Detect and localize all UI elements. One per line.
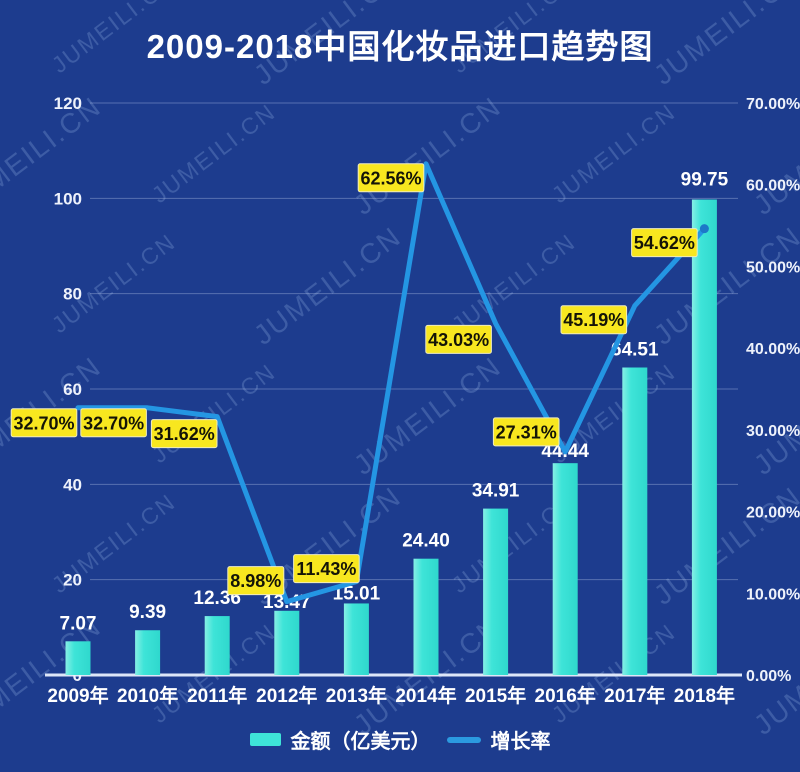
legend: 金额（亿美元） 增长率 bbox=[0, 725, 800, 754]
left-axis-tick-label: 60 bbox=[63, 380, 82, 399]
growth-label-box bbox=[80, 408, 147, 438]
x-axis-category-label: 2010年 bbox=[117, 684, 178, 707]
growth-label-text: 27.31% bbox=[496, 422, 557, 442]
x-axis-category-label: 2012年 bbox=[256, 684, 317, 707]
growth-label-box bbox=[357, 163, 425, 193]
amount-bar-swatch-icon bbox=[249, 733, 281, 746]
bar-value-label: 64.51 bbox=[611, 340, 659, 361]
right-axis-tick-label: 0.00% bbox=[746, 668, 791, 685]
x-axis-category-label: 2011年 bbox=[187, 684, 247, 707]
amount-bar bbox=[204, 616, 230, 675]
trend-endpoint-dot bbox=[699, 224, 709, 234]
amount-bar bbox=[552, 463, 578, 675]
growth-label-box bbox=[150, 419, 218, 449]
growth-label-text: 32.70% bbox=[13, 413, 74, 433]
bar-value-label: 99.75 bbox=[681, 170, 729, 191]
legend-growth-label: 增长率 bbox=[490, 731, 551, 753]
growth-trend-line bbox=[75, 161, 707, 605]
bar-value-label: 9.39 bbox=[129, 602, 166, 623]
growth-label-text: 31.62% bbox=[154, 424, 215, 444]
legend-amount-label: 金额（亿美元） bbox=[290, 731, 431, 753]
bar-value-label: 34.91 bbox=[472, 481, 520, 502]
growth-label-box bbox=[631, 228, 698, 258]
amount-bar bbox=[483, 508, 509, 675]
bar-value-label: 7.07 bbox=[60, 613, 97, 634]
growth-label-text: 54.62% bbox=[634, 233, 695, 253]
left-axis-tick-label: 40 bbox=[63, 475, 82, 494]
growth-label-box bbox=[560, 305, 628, 335]
amount-bar bbox=[135, 630, 161, 675]
amount-bar bbox=[274, 610, 300, 675]
x-axis-category-label: 2009年 bbox=[47, 684, 108, 707]
growth-label-text: 8.98% bbox=[230, 571, 281, 591]
x-axis-category-label: 2015年 bbox=[465, 684, 526, 707]
right-axis-tick-label: 60.00% bbox=[746, 178, 800, 195]
growth-label-text: 45.19% bbox=[563, 310, 624, 330]
amount-bar bbox=[343, 603, 369, 675]
legend-item-amount: 金额（亿美元） bbox=[249, 725, 431, 754]
growth-label-box bbox=[492, 417, 560, 447]
x-axis-category-label: 2013年 bbox=[326, 684, 387, 707]
amount-bar bbox=[413, 558, 439, 675]
left-axis-tick-label: 100 bbox=[54, 189, 82, 208]
chart-title: 2009-2018中国化妆品进口趋势图 bbox=[146, 28, 654, 65]
growth-label-box bbox=[10, 408, 78, 438]
amount-bar bbox=[691, 199, 717, 675]
right-axis-tick-label: 10.00% bbox=[746, 586, 800, 603]
right-axis-tick-label: 40.00% bbox=[746, 341, 800, 358]
growth-label-box bbox=[293, 554, 360, 584]
amount-bar bbox=[65, 641, 91, 675]
left-axis-tick-label: 120 bbox=[54, 94, 82, 113]
right-axis-tick-label: 20.00% bbox=[746, 505, 800, 522]
growth-label-text: 32.70% bbox=[83, 413, 144, 433]
bar-value-label: 15.01 bbox=[333, 583, 381, 604]
right-axis-tick-label: 70.00% bbox=[746, 96, 800, 113]
growth-label-text: 11.43% bbox=[296, 559, 356, 579]
x-axis-category-label: 2017年 bbox=[604, 684, 665, 707]
right-axis-tick-label: 30.00% bbox=[746, 423, 800, 440]
amount-bar bbox=[622, 367, 648, 675]
growth-line-swatch-icon bbox=[446, 736, 481, 743]
x-axis-category-label: 2014年 bbox=[395, 684, 456, 707]
x-axis-category-label: 2018年 bbox=[674, 684, 735, 707]
growth-label-box bbox=[425, 324, 492, 354]
legend-item-growth: 增长率 bbox=[446, 725, 551, 754]
left-axis-tick-label: 80 bbox=[63, 285, 82, 304]
right-axis-tick-label: 50.00% bbox=[746, 259, 800, 276]
growth-label-text: 43.03% bbox=[428, 330, 489, 350]
bar-value-label: 24.40 bbox=[402, 531, 450, 552]
left-axis-tick-label: 20 bbox=[63, 571, 82, 590]
growth-label-box bbox=[227, 566, 285, 596]
growth-label-text: 62.56% bbox=[360, 168, 421, 188]
left-axis-tick-label: 0 bbox=[73, 666, 82, 685]
x-axis-category-label: 2016年 bbox=[535, 684, 596, 707]
